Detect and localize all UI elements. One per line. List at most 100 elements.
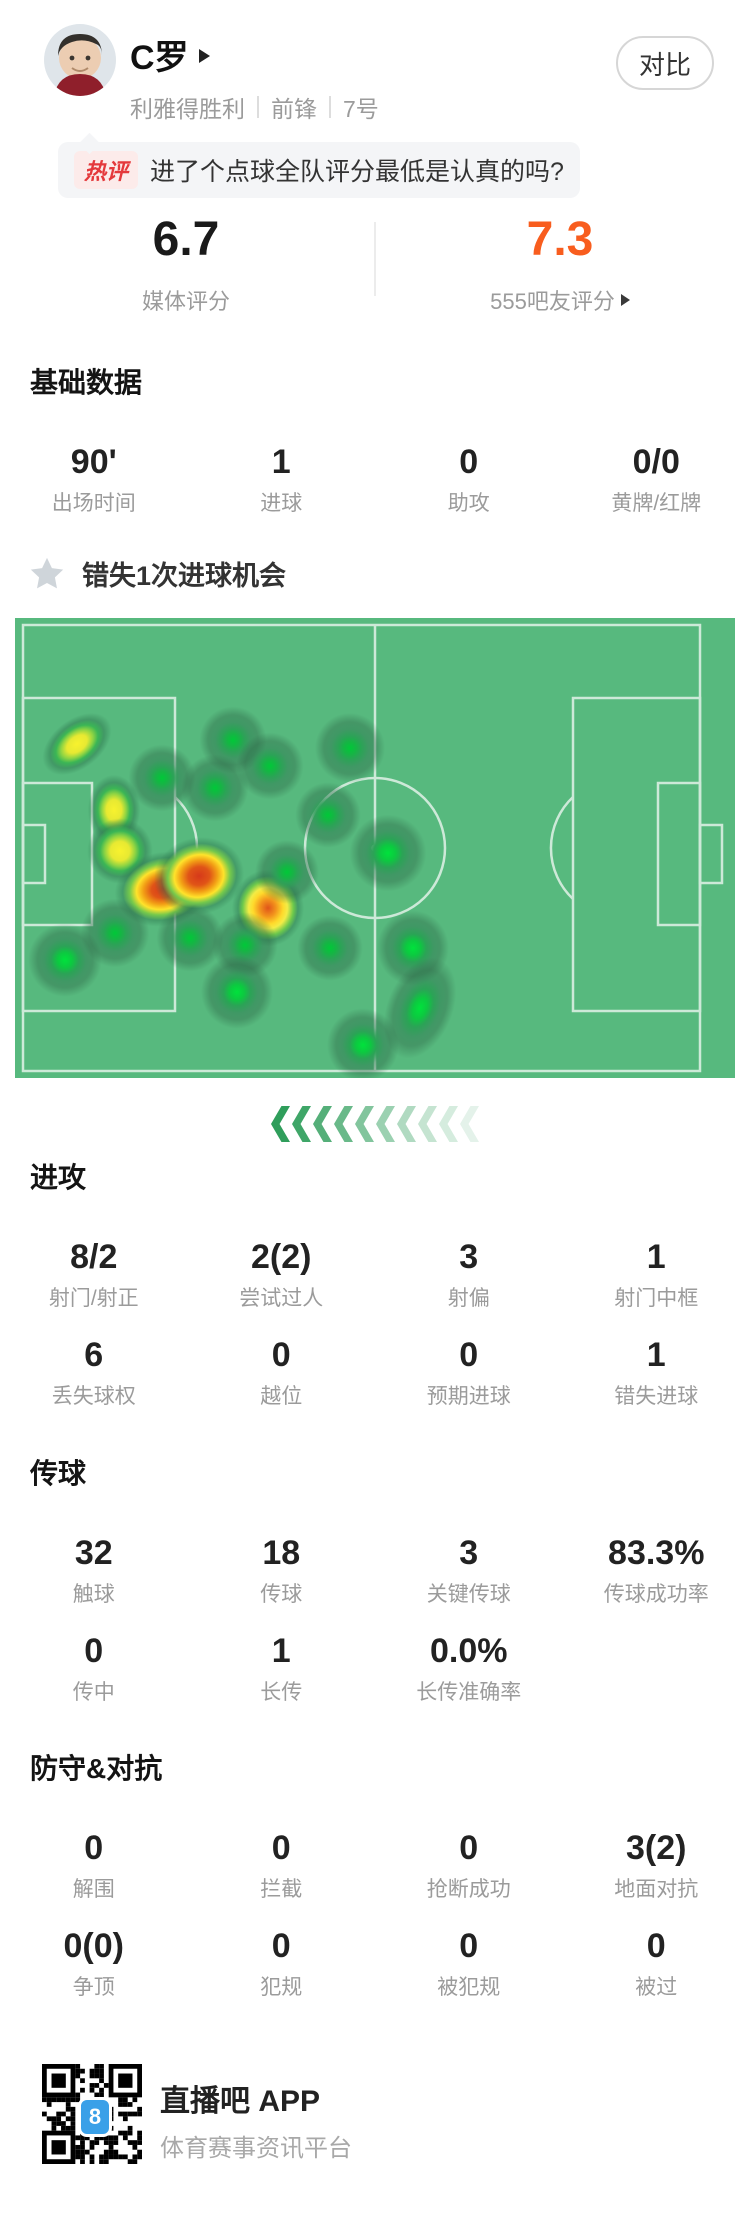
section-title: 传球 [30, 1458, 87, 1489]
stat-label: 黄牌/红牌 [611, 492, 702, 515]
player-meta: 利雅得胜利 前锋 7号 [130, 90, 379, 124]
stat-value: 0 [271, 1336, 291, 1374]
expand-arrow-icon [198, 49, 210, 63]
stat-label: 争顶 [72, 1976, 115, 1999]
stat-label: 长传准确率 [416, 1681, 522, 1704]
player-position: 前锋 [271, 96, 317, 122]
heat-blob [318, 999, 408, 1078]
fans-rating-arrow-icon [620, 294, 630, 306]
player-number: 7号 [343, 96, 379, 122]
player-name: C罗 [130, 39, 189, 77]
chevron-left-icon [418, 1106, 437, 1142]
stat-cell: 8/2 射门/射正 [0, 1235, 188, 1311]
stat-cell [563, 1629, 750, 1705]
missed-chance-text: 错失1次进球机会 [82, 561, 287, 591]
chevron-left-icon [355, 1106, 374, 1142]
stat-cell: 18 传球 [188, 1531, 376, 1607]
missed-chance-row: 错失1次进球机会 [28, 554, 286, 593]
chevron-left-icon [376, 1106, 395, 1142]
stat-label: 传球成功率 [603, 1583, 709, 1606]
section-title: 基础数据 [30, 367, 143, 398]
stat-label: 进球 [260, 492, 303, 515]
heat-blob [19, 914, 111, 1006]
stat-value: 0 [271, 1927, 291, 1965]
media-rating-value: 6.7 [152, 213, 220, 266]
stat-value: 32 [74, 1534, 113, 1572]
app-logo-number: 8 [88, 2104, 102, 2129]
stat-value: 18 [262, 1534, 301, 1572]
player-name-row[interactable]: C罗 [130, 30, 210, 79]
attack-stat-rows: 8/2 射门/射正 2(2) 尝试过人 3 射偏 1 射门中框 6 丢失球权 0 越位 0 预期进球 1 错失… [0, 1235, 750, 1409]
section-passing-stats: 传球 32 触球 18 传球 3 关键传球 83.3% 传球成功率 0 传中 1 长传 0.0% 长传准确… [0, 1457, 750, 1705]
stat-label: 预期进球 [426, 1385, 511, 1408]
stat-value: 0/0 [632, 443, 680, 481]
heat-blob [246, 831, 328, 913]
app-logo-badge: 8 [78, 2097, 112, 2137]
heatmap-pitch [15, 618, 735, 1078]
chevron-left-icon [460, 1106, 479, 1142]
stat-label: 错失进球 [614, 1385, 699, 1408]
stat-cell: 3 关键传球 [375, 1531, 563, 1607]
hot-comment-tag: 热评 [74, 151, 139, 189]
section-title: 进攻 [30, 1162, 87, 1193]
stat-label: 犯规 [260, 1976, 303, 1999]
stat-value: 0 [459, 1336, 479, 1374]
section-attack-stats: 进攻 8/2 射门/射正 2(2) 尝试过人 3 射偏 1 射门中框 6 丢失球权 0 越位 0 预期进球… [0, 1161, 750, 1409]
stat-label: 被犯规 [437, 1976, 501, 1999]
stat-cell: 3 射偏 [375, 1235, 563, 1311]
stat-value: 0 [271, 1829, 291, 1867]
stat-row: 0(0) 争顶 0 犯规 0 被犯规 0 被过 [0, 1924, 750, 2000]
stat-cell: 1 射门中框 [563, 1235, 750, 1311]
media-rating: 6.7 媒体评分 [56, 214, 316, 316]
ratings-divider [374, 222, 376, 296]
stat-label: 越位 [260, 1385, 303, 1408]
compare-button[interactable]: 对比 [616, 36, 714, 90]
star-icon [30, 557, 64, 588]
stat-value: 83.3% [608, 1534, 705, 1572]
stat-cell: 0/0 黄牌/红牌 [563, 440, 750, 516]
qr-code-image [42, 2064, 142, 2164]
stat-label: 传球 [260, 1583, 303, 1606]
stat-cell: 83.3% 传球成功率 [563, 1531, 750, 1607]
stat-label: 地面对抗 [614, 1878, 699, 1901]
stat-cell: 0 助攻 [375, 440, 563, 516]
stat-row: 6 丢失球权 0 越位 0 预期进球 1 错失进球 [0, 1333, 750, 1409]
stat-value: 1 [646, 1336, 666, 1374]
media-rating-label-text: 媒体评分 [141, 289, 230, 314]
hot-comment-bubble[interactable]: 热评 进了个点球全队评分最低是认真的吗? [58, 142, 580, 198]
chevron-left-icon [271, 1106, 290, 1142]
stat-label: 射门中框 [614, 1287, 699, 1310]
player-avatar[interactable] [44, 24, 116, 96]
meta-divider [257, 96, 259, 118]
stat-cell: 0 被犯规 [375, 1924, 563, 2000]
media-rating-label: 媒体评分 [56, 284, 316, 316]
stat-cell: 1 长传 [188, 1629, 376, 1705]
stat-label: 触球 [72, 1583, 115, 1606]
meta-divider [329, 96, 331, 118]
stat-label: 解围 [72, 1878, 115, 1901]
qr-code [42, 2064, 142, 2164]
heat-blob [192, 946, 282, 1038]
section-basic-stats: 基础数据 90' 出场时间 1 进球 0 助攻 0/0 黄牌/红牌 [0, 366, 750, 516]
stat-row: 32 触球 18 传球 3 关键传球 83.3% 传球成功率 [0, 1531, 750, 1607]
stat-value: 0 [84, 1632, 104, 1670]
stat-value: 3 [459, 1238, 479, 1276]
fans-rating[interactable]: 7.3 555吧友评分 [430, 214, 690, 316]
fans-rating-label: 555吧友评分 [430, 284, 690, 316]
fans-rating-value: 7.3 [526, 213, 594, 266]
stat-cell: 0 预期进球 [375, 1333, 563, 1409]
stat-row: 0 传中 1 长传 0.0% 长传准确率 [0, 1629, 750, 1705]
chevron-left-icon [334, 1106, 353, 1142]
stat-value: 0.0% [430, 1632, 508, 1670]
heat-blob [288, 906, 372, 990]
stat-value: 1 [271, 443, 291, 481]
stat-cell: 1 错失进球 [563, 1333, 750, 1409]
stat-value: 90' [70, 443, 117, 481]
stat-row: 90' 出场时间 1 进球 0 助攻 0/0 黄牌/红牌 [0, 440, 750, 516]
app-tagline: 体育赛事资讯平台 [160, 2135, 352, 2162]
stat-label: 被过 [635, 1976, 678, 1999]
stat-value: 0 [646, 1927, 666, 1965]
chevron-left-icon [313, 1106, 332, 1142]
stat-row: 8/2 射门/射正 2(2) 尝试过人 3 射偏 1 射门中框 [0, 1235, 750, 1311]
